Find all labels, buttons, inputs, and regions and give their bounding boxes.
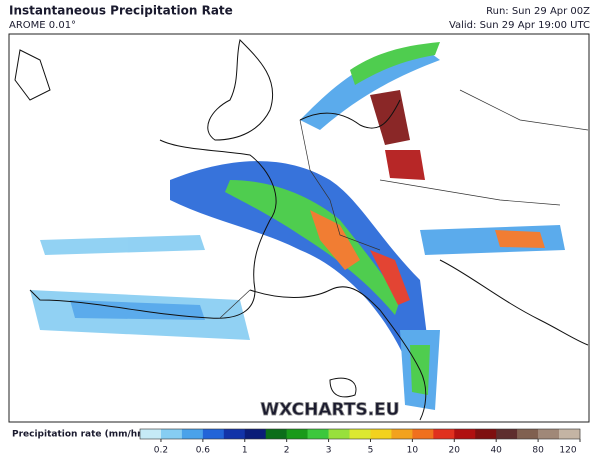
legend-swatch xyxy=(496,429,518,439)
legend-swatch xyxy=(328,429,350,439)
legend-bar-frame xyxy=(139,428,581,440)
legend-swatch xyxy=(223,429,246,439)
legend-swatch xyxy=(160,429,183,439)
legend-swatch xyxy=(433,429,455,439)
legend-tick-label: 2 xyxy=(284,446,290,456)
watermark: WXCHARTS.EU xyxy=(260,400,399,420)
legend-swatch xyxy=(265,429,287,439)
legend-swatch xyxy=(454,429,476,439)
title: Instantaneous Precipitation Rate xyxy=(9,4,233,18)
legend-swatch xyxy=(349,429,371,439)
legend-swatch xyxy=(538,429,560,439)
run-time: Run: Sun 29 Apr 00Z xyxy=(486,6,590,17)
legend-swatch xyxy=(244,429,267,439)
legend-swatch xyxy=(286,429,308,439)
legend-tick-label: 5 xyxy=(368,446,374,456)
legend-tick-label: 80 xyxy=(532,446,544,456)
legend: Precipitation rate (mm/hr) 0.2 0.6 1 2 3 5 10 2… xyxy=(12,428,581,456)
legend-tick-label: 0.6 xyxy=(196,446,211,456)
legend-swatch xyxy=(517,429,539,439)
legend-swatch xyxy=(412,429,434,439)
legend-swatch xyxy=(140,429,162,439)
valid-time: Valid: Sun 29 Apr 19:00 UTC xyxy=(449,20,590,31)
legend-swatch xyxy=(391,429,413,439)
legend-swatch xyxy=(475,429,497,439)
legend-swatch xyxy=(202,429,225,439)
legend-tick-label: 1 xyxy=(242,446,248,456)
legend-swatch xyxy=(307,429,329,439)
legend-label: Precipitation rate (mm/hr) xyxy=(12,430,146,440)
legend-tick-label: 120 xyxy=(559,446,576,456)
precipitation xyxy=(30,42,565,410)
legend-tick-label: 0.2 xyxy=(154,446,168,456)
map: WXCHARTS.EU xyxy=(8,33,590,423)
legend-swatch xyxy=(181,429,204,439)
legend-tick-label: 40 xyxy=(490,446,502,456)
legend-swatch xyxy=(370,429,392,439)
subtitle: AROME 0.01° xyxy=(9,20,76,31)
legend-tick-label: 20 xyxy=(449,446,461,456)
legend-tick-label: 3 xyxy=(326,446,332,456)
legend-swatch xyxy=(559,429,581,439)
legend-tick-label: 10 xyxy=(407,446,419,456)
